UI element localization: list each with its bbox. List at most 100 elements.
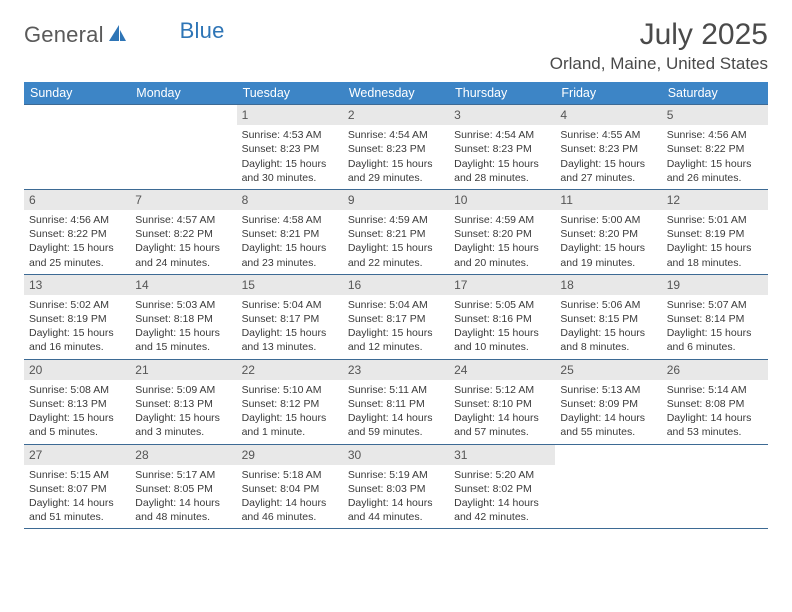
day-number: 23 <box>343 360 449 380</box>
day-number: 29 <box>237 445 343 465</box>
day-number: 8 <box>237 190 343 210</box>
day-details: Sunrise: 5:13 AMSunset: 8:09 PMDaylight:… <box>555 380 661 444</box>
day-cell: 25Sunrise: 5:13 AMSunset: 8:09 PMDayligh… <box>555 360 661 444</box>
day-cell: 2Sunrise: 4:54 AMSunset: 8:23 PMDaylight… <box>343 105 449 189</box>
location-subtitle: Orland, Maine, United States <box>550 54 768 74</box>
day-number: 24 <box>449 360 555 380</box>
day-number: 7 <box>130 190 236 210</box>
day-cell: 10Sunrise: 4:59 AMSunset: 8:20 PMDayligh… <box>449 190 555 274</box>
day-cell: 27Sunrise: 5:15 AMSunset: 8:07 PMDayligh… <box>24 445 130 529</box>
day-details: Sunrise: 4:58 AMSunset: 8:21 PMDaylight:… <box>237 210 343 274</box>
day-details: Sunrise: 5:14 AMSunset: 8:08 PMDaylight:… <box>662 380 768 444</box>
day-number: 26 <box>662 360 768 380</box>
day-cell: 9Sunrise: 4:59 AMSunset: 8:21 PMDaylight… <box>343 190 449 274</box>
day-cell: 1Sunrise: 4:53 AMSunset: 8:23 PMDaylight… <box>237 105 343 189</box>
day-details: Sunrise: 4:59 AMSunset: 8:20 PMDaylight:… <box>449 210 555 274</box>
day-cell: 21Sunrise: 5:09 AMSunset: 8:13 PMDayligh… <box>130 360 236 444</box>
month-title: July 2025 <box>550 18 768 52</box>
day-number: 18 <box>555 275 661 295</box>
day-details: Sunrise: 4:56 AMSunset: 8:22 PMDaylight:… <box>662 125 768 189</box>
day-details: Sunrise: 5:01 AMSunset: 8:19 PMDaylight:… <box>662 210 768 274</box>
day-cell: 31Sunrise: 5:20 AMSunset: 8:02 PMDayligh… <box>449 445 555 529</box>
day-number: 19 <box>662 275 768 295</box>
day-number: 22 <box>237 360 343 380</box>
day-details: Sunrise: 5:15 AMSunset: 8:07 PMDaylight:… <box>24 465 130 529</box>
day-cell: 30Sunrise: 5:19 AMSunset: 8:03 PMDayligh… <box>343 445 449 529</box>
day-number: 13 <box>24 275 130 295</box>
day-number: 1 <box>237 105 343 125</box>
weekday-header: Wednesday <box>343 82 449 104</box>
day-cell: 17Sunrise: 5:05 AMSunset: 8:16 PMDayligh… <box>449 275 555 359</box>
brand-name-b: Blue <box>180 18 225 44</box>
day-number: 15 <box>237 275 343 295</box>
week-row: 13Sunrise: 5:02 AMSunset: 8:19 PMDayligh… <box>24 274 768 359</box>
day-cell: 8Sunrise: 4:58 AMSunset: 8:21 PMDaylight… <box>237 190 343 274</box>
day-details: Sunrise: 5:19 AMSunset: 8:03 PMDaylight:… <box>343 465 449 529</box>
day-number: 25 <box>555 360 661 380</box>
day-details: Sunrise: 5:07 AMSunset: 8:14 PMDaylight:… <box>662 295 768 359</box>
day-number: 4 <box>555 105 661 125</box>
day-details: Sunrise: 5:17 AMSunset: 8:05 PMDaylight:… <box>130 465 236 529</box>
empty-day-cell <box>130 105 236 189</box>
day-cell: 29Sunrise: 5:18 AMSunset: 8:04 PMDayligh… <box>237 445 343 529</box>
day-details: Sunrise: 5:03 AMSunset: 8:18 PMDaylight:… <box>130 295 236 359</box>
weekday-header: Sunday <box>24 82 130 104</box>
day-number: 30 <box>343 445 449 465</box>
day-cell: 6Sunrise: 4:56 AMSunset: 8:22 PMDaylight… <box>24 190 130 274</box>
day-details: Sunrise: 5:09 AMSunset: 8:13 PMDaylight:… <box>130 380 236 444</box>
day-details: Sunrise: 4:56 AMSunset: 8:22 PMDaylight:… <box>24 210 130 274</box>
day-cell: 23Sunrise: 5:11 AMSunset: 8:11 PMDayligh… <box>343 360 449 444</box>
day-details: Sunrise: 5:18 AMSunset: 8:04 PMDaylight:… <box>237 465 343 529</box>
day-details: Sunrise: 5:06 AMSunset: 8:15 PMDaylight:… <box>555 295 661 359</box>
day-details: Sunrise: 4:57 AMSunset: 8:22 PMDaylight:… <box>130 210 236 274</box>
weekday-header-row: SundayMondayTuesdayWednesdayThursdayFrid… <box>24 82 768 104</box>
day-cell: 26Sunrise: 5:14 AMSunset: 8:08 PMDayligh… <box>662 360 768 444</box>
day-cell: 15Sunrise: 5:04 AMSunset: 8:17 PMDayligh… <box>237 275 343 359</box>
day-number: 17 <box>449 275 555 295</box>
day-cell: 20Sunrise: 5:08 AMSunset: 8:13 PMDayligh… <box>24 360 130 444</box>
brand-sail-icon <box>108 24 128 47</box>
day-cell: 11Sunrise: 5:00 AMSunset: 8:20 PMDayligh… <box>555 190 661 274</box>
day-details: Sunrise: 4:59 AMSunset: 8:21 PMDaylight:… <box>343 210 449 274</box>
day-number: 28 <box>130 445 236 465</box>
weekday-header: Thursday <box>449 82 555 104</box>
day-details: Sunrise: 5:04 AMSunset: 8:17 PMDaylight:… <box>343 295 449 359</box>
day-details: Sunrise: 4:54 AMSunset: 8:23 PMDaylight:… <box>343 125 449 189</box>
day-cell: 28Sunrise: 5:17 AMSunset: 8:05 PMDayligh… <box>130 445 236 529</box>
week-row: 1Sunrise: 4:53 AMSunset: 8:23 PMDaylight… <box>24 104 768 189</box>
day-cell: 13Sunrise: 5:02 AMSunset: 8:19 PMDayligh… <box>24 275 130 359</box>
header: General Blue July 2025 Orland, Maine, Un… <box>24 18 768 74</box>
day-cell: 14Sunrise: 5:03 AMSunset: 8:18 PMDayligh… <box>130 275 236 359</box>
day-cell: 3Sunrise: 4:54 AMSunset: 8:23 PMDaylight… <box>449 105 555 189</box>
day-details: Sunrise: 4:54 AMSunset: 8:23 PMDaylight:… <box>449 125 555 189</box>
day-number: 12 <box>662 190 768 210</box>
weekday-header: Tuesday <box>237 82 343 104</box>
day-cell: 16Sunrise: 5:04 AMSunset: 8:17 PMDayligh… <box>343 275 449 359</box>
day-details: Sunrise: 5:08 AMSunset: 8:13 PMDaylight:… <box>24 380 130 444</box>
calendar: SundayMondayTuesdayWednesdayThursdayFrid… <box>24 82 768 529</box>
week-row: 27Sunrise: 5:15 AMSunset: 8:07 PMDayligh… <box>24 444 768 530</box>
day-number: 21 <box>130 360 236 380</box>
day-number: 6 <box>24 190 130 210</box>
day-number: 11 <box>555 190 661 210</box>
weekday-header: Saturday <box>662 82 768 104</box>
day-cell: 5Sunrise: 4:56 AMSunset: 8:22 PMDaylight… <box>662 105 768 189</box>
day-cell: 19Sunrise: 5:07 AMSunset: 8:14 PMDayligh… <box>662 275 768 359</box>
day-details: Sunrise: 5:20 AMSunset: 8:02 PMDaylight:… <box>449 465 555 529</box>
day-number: 31 <box>449 445 555 465</box>
weekday-header: Friday <box>555 82 661 104</box>
day-number: 9 <box>343 190 449 210</box>
week-row: 6Sunrise: 4:56 AMSunset: 8:22 PMDaylight… <box>24 189 768 274</box>
day-cell: 24Sunrise: 5:12 AMSunset: 8:10 PMDayligh… <box>449 360 555 444</box>
day-number: 3 <box>449 105 555 125</box>
day-details: Sunrise: 5:12 AMSunset: 8:10 PMDaylight:… <box>449 380 555 444</box>
brand-name-a: General <box>24 22 104 48</box>
day-details: Sunrise: 5:00 AMSunset: 8:20 PMDaylight:… <box>555 210 661 274</box>
day-number: 27 <box>24 445 130 465</box>
day-number: 5 <box>662 105 768 125</box>
day-details: Sunrise: 5:04 AMSunset: 8:17 PMDaylight:… <box>237 295 343 359</box>
day-details: Sunrise: 4:53 AMSunset: 8:23 PMDaylight:… <box>237 125 343 189</box>
day-number: 2 <box>343 105 449 125</box>
day-details: Sunrise: 5:02 AMSunset: 8:19 PMDaylight:… <box>24 295 130 359</box>
empty-day-cell <box>555 445 661 529</box>
